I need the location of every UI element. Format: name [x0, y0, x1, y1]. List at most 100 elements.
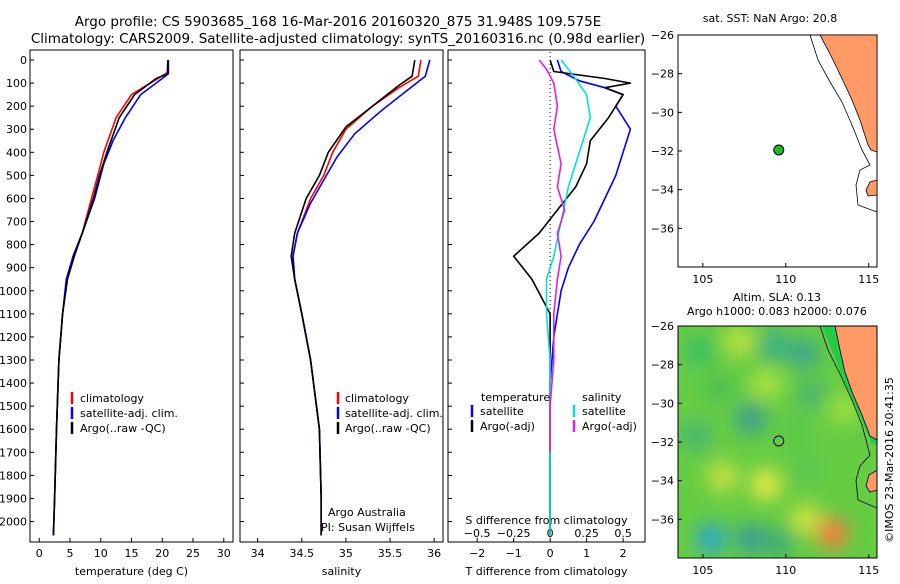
map-x-tick-label: 105 — [692, 273, 713, 286]
x-axis-label: T difference from climatology — [465, 565, 628, 578]
y-tick-label: 1900 — [0, 492, 27, 505]
map-y-tick-label: −32 — [651, 145, 674, 158]
diff-legend-s-satellite: satellite — [582, 405, 626, 418]
series-s-argo-adj- — [538, 59, 566, 453]
x-tick-label: 1 — [583, 547, 590, 560]
credit-line2: PI: Susan Wijffels — [321, 521, 415, 534]
difference-panel-frame — [447, 49, 646, 543]
x-tick-label: 2 — [620, 547, 627, 560]
sla-map-field — [680, 326, 877, 558]
diff-legend-s-argo: Argo(-adj) — [582, 420, 637, 433]
sla-shelf-contour — [819, 326, 877, 509]
x-tick-label: 25 — [186, 547, 200, 560]
y-tick-label: 2000 — [0, 516, 27, 529]
top-tick-label: 0.5 — [614, 527, 632, 540]
map-y-tick-label: −36 — [651, 222, 674, 235]
y-tick-label: 400 — [6, 146, 27, 159]
map-y-tick-label: −28 — [651, 359, 674, 372]
sla-anomaly-blob — [749, 368, 782, 400]
y-tick-label: 1600 — [0, 423, 27, 436]
map-y-tick-label: −34 — [651, 184, 674, 197]
credit-line1: Argo Australia — [328, 506, 406, 519]
sla-anomaly-blob — [680, 420, 713, 453]
temperature-plot: 0100200300400500600700800900100011001200… — [0, 54, 231, 578]
y-tick-label: 300 — [6, 123, 27, 136]
sst-map-title: sat. SST: NaN Argo: 20.8 — [703, 12, 837, 25]
temperature-legend: climatology satellite-adj. clim. Argo(..… — [70, 392, 178, 435]
series-climatology — [52, 59, 169, 536]
sla-anomaly-blob — [789, 503, 822, 536]
map-x-tick-label: 115 — [858, 564, 879, 577]
x-tick-label: 36 — [427, 547, 441, 560]
x-tick-label: 34.5 — [290, 547, 315, 560]
sla-anomaly-blob — [794, 377, 827, 410]
legend-argo: Argo(..raw -QC) — [80, 422, 166, 435]
sla-anomaly-blob — [779, 414, 812, 447]
timestamp: ©IMOS 23-Mar-2016 20:41:35 — [883, 377, 896, 543]
series-t-satellite — [549, 59, 632, 536]
legend-climatology: climatology — [80, 392, 144, 405]
diff-legend-salinity-header: salinity — [582, 391, 622, 404]
y-tick-label: 1300 — [0, 354, 27, 367]
sst-shelf-contour — [809, 35, 877, 213]
map-y-tick-label: −30 — [651, 397, 674, 410]
map-y-tick-label: −32 — [651, 436, 674, 449]
temperature-panel-frame — [29, 49, 234, 543]
map-y-tick-label: −30 — [651, 106, 674, 119]
map-x-tick-label: 110 — [775, 273, 796, 286]
x-axis-label: temperature (deg C) — [75, 565, 188, 578]
x-tick-label: 10 — [94, 547, 108, 560]
diff-legend-t-satellite: satellite — [480, 405, 524, 418]
sla-anomaly-blob — [723, 326, 756, 358]
sst-map-land — [809, 35, 877, 213]
map-y-tick-label: −26 — [651, 29, 674, 42]
sla-anomaly-blob — [734, 402, 767, 435]
y-tick-label: 1000 — [0, 285, 27, 298]
salinity-legend: climatology satellite-adj. clim. Argo(..… — [336, 392, 443, 435]
difference-legend: temperature salinity satellite Argo(-adj… — [470, 391, 637, 433]
legend-satellite: satellite-adj. clim. — [345, 407, 443, 420]
y-tick-label: 1500 — [0, 400, 27, 413]
map-x-tick-label: 115 — [858, 273, 879, 286]
map-x-tick-label: 105 — [692, 564, 713, 577]
x-tick-label: 15 — [125, 547, 139, 560]
map-y-tick-label: −36 — [651, 513, 674, 526]
map-y-tick-label: −28 — [651, 68, 674, 81]
x-tick-label: 35 — [339, 547, 353, 560]
y-tick-label: 900 — [6, 262, 27, 275]
diff-legend-t-argo: Argo(-adj) — [480, 420, 535, 433]
y-tick-label: 1100 — [0, 308, 27, 321]
header-title-line2: Climatology: CARS2009. Satellite-adjuste… — [31, 31, 645, 47]
legend-climatology: climatology — [345, 392, 409, 405]
salinity-plot: 34 34.5 35 35.5 36 salinity — [240, 59, 441, 578]
sst-coastline-north — [819, 35, 877, 153]
sla-anomaly-blob — [706, 460, 739, 493]
top-tick-label: −0.5 — [464, 527, 491, 540]
series-argo-raw-qc- — [290, 59, 416, 536]
sla-anomaly-blob — [827, 393, 860, 426]
legend-argo: Argo(..raw -QC) — [345, 422, 431, 435]
series-t-argo-adj- — [512, 59, 632, 536]
sst-coastline-south — [865, 179, 877, 197]
difference-plot: −2 −1 0 1 2−0.5 −0.25 0 0.25 0.5S difference fro… — [448, 52, 632, 578]
top-tick-label: −0.25 — [497, 527, 531, 540]
sla-anomaly-blob — [789, 453, 822, 486]
x-axis-label-top: S difference from climatology — [465, 514, 628, 527]
sla-coastline-south — [865, 469, 877, 493]
sla-anomaly-blob — [749, 468, 782, 501]
x-tick-label: 0 — [547, 547, 554, 560]
y-tick-label: 800 — [6, 239, 27, 252]
series-argo-raw-qc- — [52, 60, 169, 536]
float-position-marker — [773, 435, 785, 447]
series-s-satellite — [545, 59, 592, 536]
sla-heatmap-blobs — [680, 326, 860, 558]
legend-satellite: satellite-adj. clim. — [80, 407, 178, 420]
sla-anomaly-blob — [816, 516, 849, 549]
y-tick-label: 1800 — [0, 469, 27, 482]
x-tick-label: 35.5 — [378, 547, 403, 560]
y-tick-label: 1200 — [0, 331, 27, 344]
x-tick-label: −1 — [506, 547, 522, 560]
sla-map-axes: 105 110 115 −26 −28 −30 −32 −34 −36 — [651, 320, 879, 577]
